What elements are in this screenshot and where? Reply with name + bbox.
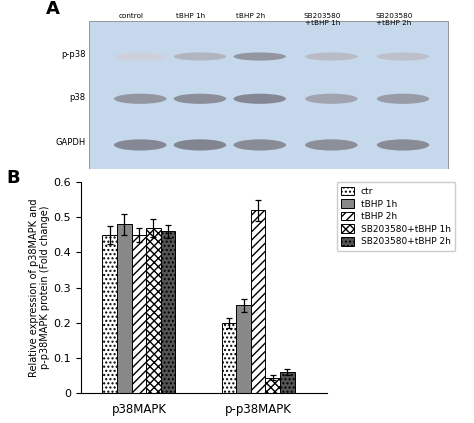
Ellipse shape — [305, 52, 357, 60]
Text: SB203580
+tBHP 1h: SB203580 +tBHP 1h — [304, 13, 341, 26]
Text: p-p38: p-p38 — [61, 50, 85, 60]
Bar — [132, 235, 146, 393]
Legend: ctr, tBHP 1h, tBHP 2h, SB203580+tBHP 1h, SB203580+tBHP 2h: ctr, tBHP 1h, tBHP 2h, SB203580+tBHP 1h,… — [337, 182, 456, 251]
Ellipse shape — [305, 139, 357, 151]
Text: SB203580
+tBHP 2h: SB203580 +tBHP 2h — [375, 13, 413, 26]
Ellipse shape — [234, 52, 286, 60]
Ellipse shape — [174, 52, 226, 60]
Bar — [161, 231, 175, 393]
Ellipse shape — [377, 93, 429, 104]
Bar — [222, 323, 236, 393]
Ellipse shape — [114, 139, 166, 151]
Ellipse shape — [114, 93, 166, 104]
Text: tBHP 1h: tBHP 1h — [176, 13, 206, 19]
Ellipse shape — [377, 139, 429, 151]
Bar — [265, 377, 280, 393]
Bar — [102, 235, 117, 393]
Ellipse shape — [234, 93, 286, 104]
Ellipse shape — [174, 139, 226, 151]
Ellipse shape — [114, 52, 166, 60]
Text: B: B — [7, 169, 20, 187]
Bar — [146, 228, 161, 393]
Text: p38: p38 — [69, 93, 85, 102]
Bar — [236, 305, 251, 393]
Ellipse shape — [377, 52, 429, 60]
Bar — [251, 210, 265, 393]
Text: tBHP 2h: tBHP 2h — [236, 13, 265, 19]
Text: GAPDH: GAPDH — [55, 138, 85, 147]
Ellipse shape — [234, 139, 286, 151]
FancyBboxPatch shape — [90, 21, 448, 169]
Y-axis label: Relative expression of p38MAPK and
p-p38MAPK protein (Fold change): Relative expression of p38MAPK and p-p38… — [29, 198, 50, 377]
Ellipse shape — [174, 93, 226, 104]
Ellipse shape — [305, 93, 357, 104]
Text: A: A — [46, 0, 60, 18]
Bar — [280, 372, 295, 393]
Bar — [117, 224, 132, 393]
Text: control: control — [119, 13, 144, 19]
